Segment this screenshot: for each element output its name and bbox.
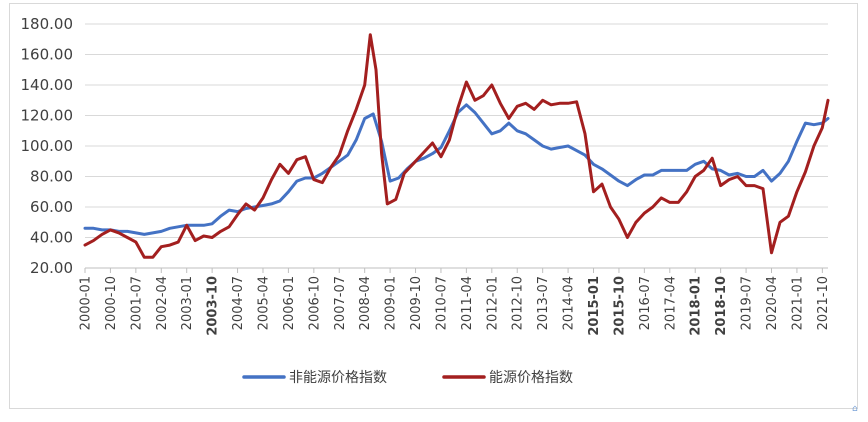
x-tick-label: 2021-01 xyxy=(790,276,805,330)
x-tick-label: 2000-10 xyxy=(104,276,119,330)
x-tick-label: 2016-07 xyxy=(638,276,653,330)
x-tick-label: 2010-07 xyxy=(434,276,449,330)
x-tick-label: 2014-04 xyxy=(562,276,577,330)
x-tick-label: 2018-10 xyxy=(714,276,729,336)
x-tick-label: 2006-01 xyxy=(282,276,297,330)
corner-mark: ⌂ xyxy=(852,404,858,414)
y-tick-label: 160.00 xyxy=(21,46,74,64)
chart-frame xyxy=(9,3,858,409)
x-tick-label: 2015-10 xyxy=(612,276,627,336)
y-tick-label: 60.00 xyxy=(30,198,73,216)
x-tick-label: 2003-01 xyxy=(180,276,195,330)
y-tick-label: 140.00 xyxy=(21,76,74,94)
x-tick-label: 2012-01 xyxy=(485,276,500,330)
series-line-energy xyxy=(83,33,830,259)
x-tick-label: 2003-10 xyxy=(206,276,221,336)
series-lines xyxy=(83,33,830,259)
x-tick-label: 2017-04 xyxy=(663,276,678,330)
x-tick-label: 2021-10 xyxy=(816,276,831,330)
y-tick-label: 80.00 xyxy=(30,168,73,186)
x-tick-label: 2012-10 xyxy=(511,276,526,330)
x-tick-label: 2005-04 xyxy=(256,276,271,330)
x-tick-label: 2009-10 xyxy=(409,276,424,330)
y-tick-label: 120.00 xyxy=(21,107,74,125)
x-tick-label: 2020-04 xyxy=(765,276,780,330)
y-tick-label: 100.00 xyxy=(21,137,74,155)
x-tick-label: 2004-07 xyxy=(231,276,246,330)
x-tick-label: 2013-07 xyxy=(536,276,551,330)
x-tick-label: 2000-01 xyxy=(79,276,94,330)
y-axis-ticks: 20.00 40.00 60.00 80.00 100.00 120.00 140.00 16… xyxy=(21,15,74,277)
x-tick-label: 2009-01 xyxy=(384,276,399,330)
y-tick-label: 20.00 xyxy=(30,259,73,277)
x-tick-label: 2019-07 xyxy=(740,276,755,330)
x-tick-label: 2008-04 xyxy=(358,276,373,330)
x-tick-label: 2006-10 xyxy=(307,276,322,330)
x-tick-label: 2001-07 xyxy=(129,276,144,330)
x-tick-label: 2002-04 xyxy=(155,276,170,330)
legend-label: 能源价格指数 xyxy=(489,370,573,386)
x-tick-label: 2007-07 xyxy=(333,276,348,330)
legend: 非能源价格指数 能源价格指数 xyxy=(242,370,573,386)
y-tick-label: 180.00 xyxy=(21,15,74,33)
x-axis: 2000-01 2000-10 2001-07 2002-04 2003-01 2003-… xyxy=(79,268,831,336)
legend-label: 非能源价格指数 xyxy=(289,370,387,386)
gridlines xyxy=(85,23,828,269)
x-tick-label: 2015-01 xyxy=(587,276,602,336)
y-tick-label: 40.00 xyxy=(30,229,73,247)
x-tick-label: 2011-04 xyxy=(460,276,475,330)
x-tick-label: 2018-01 xyxy=(689,276,704,336)
